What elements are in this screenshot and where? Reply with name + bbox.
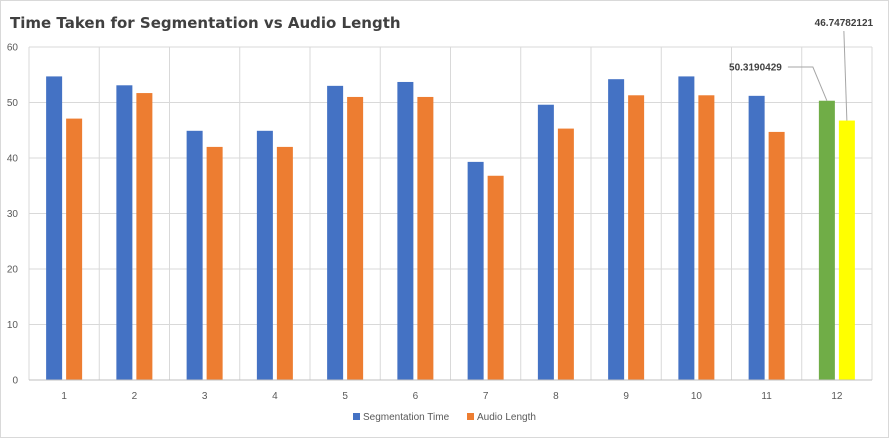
bar-audio-length-1	[66, 118, 83, 380]
bar-segmentation-time-7	[467, 161, 484, 380]
x-tick-label: 11	[761, 391, 772, 402]
x-tick-label: 1	[61, 391, 67, 402]
data-label-leader	[843, 30, 848, 121]
bar-audio-length-2	[136, 93, 153, 380]
data-label: 46.74782121	[815, 18, 874, 29]
legend-swatch-segmentation-time	[353, 413, 360, 420]
data-labels: 50.3190429 46.74782121	[729, 18, 874, 121]
y-tick-label: 10	[7, 320, 19, 331]
bar-audio-length-8	[557, 128, 574, 380]
bar-audio-length-6	[417, 96, 434, 380]
y-tick-label: 0	[12, 376, 18, 387]
bar-audio-length-5	[347, 96, 364, 380]
x-tick-label: 6	[413, 391, 419, 402]
bar-segmentation-time-1	[46, 76, 63, 380]
x-tick-label: 10	[691, 391, 703, 402]
bar-audio-length-9	[628, 95, 645, 380]
data-label: 50.3190429	[729, 63, 782, 74]
y-tick-label: 30	[7, 209, 19, 220]
bar-segmentation-time-9	[608, 79, 625, 380]
bar-segmentation-time-5	[327, 85, 344, 380]
y-tick-label: 50	[7, 98, 19, 109]
grid-lines	[28, 46, 873, 380]
bar-audio-length-3	[206, 146, 223, 380]
legend-swatch-audio-length	[467, 413, 474, 420]
bar-segmentation-time-10	[678, 76, 695, 380]
bar-segmentation-time-11	[748, 95, 765, 380]
y-tick-label: 20	[7, 265, 19, 276]
bar-segmentation-time-4	[256, 130, 273, 380]
bar-segmentation-time-2	[116, 85, 133, 381]
x-tick-label: 9	[623, 391, 629, 402]
bar-audio-length-12	[838, 120, 855, 380]
bar-segmentation-time-12	[818, 100, 835, 380]
x-tick-label: 4	[272, 391, 278, 402]
bar-audio-length-10	[698, 95, 715, 380]
x-tick-label: 5	[342, 391, 348, 402]
x-tick-label: 8	[553, 391, 559, 402]
chart-title: Time Taken for Segmentation vs Audio Len…	[10, 14, 401, 32]
bars	[46, 76, 855, 381]
legend: Segmentation Time Audio Length	[353, 412, 536, 423]
bar-audio-length-11	[768, 131, 785, 380]
x-tick-label: 2	[132, 391, 138, 402]
bar-segmentation-time-8	[537, 104, 554, 380]
x-tick-label: 12	[831, 391, 843, 402]
bar-audio-length-7	[487, 175, 504, 380]
x-tick-label: 3	[202, 391, 208, 402]
y-tick-label: 60	[7, 43, 19, 54]
legend-label: Audio Length	[477, 412, 536, 423]
bar-segmentation-time-6	[397, 81, 414, 380]
data-label-leader	[787, 66, 828, 101]
bar-segmentation-time-3	[186, 130, 203, 380]
y-tick-label: 40	[7, 154, 19, 165]
x-tick-label: 7	[483, 391, 489, 402]
legend-label: Segmentation Time	[363, 412, 450, 423]
bar-audio-length-4	[276, 146, 293, 380]
